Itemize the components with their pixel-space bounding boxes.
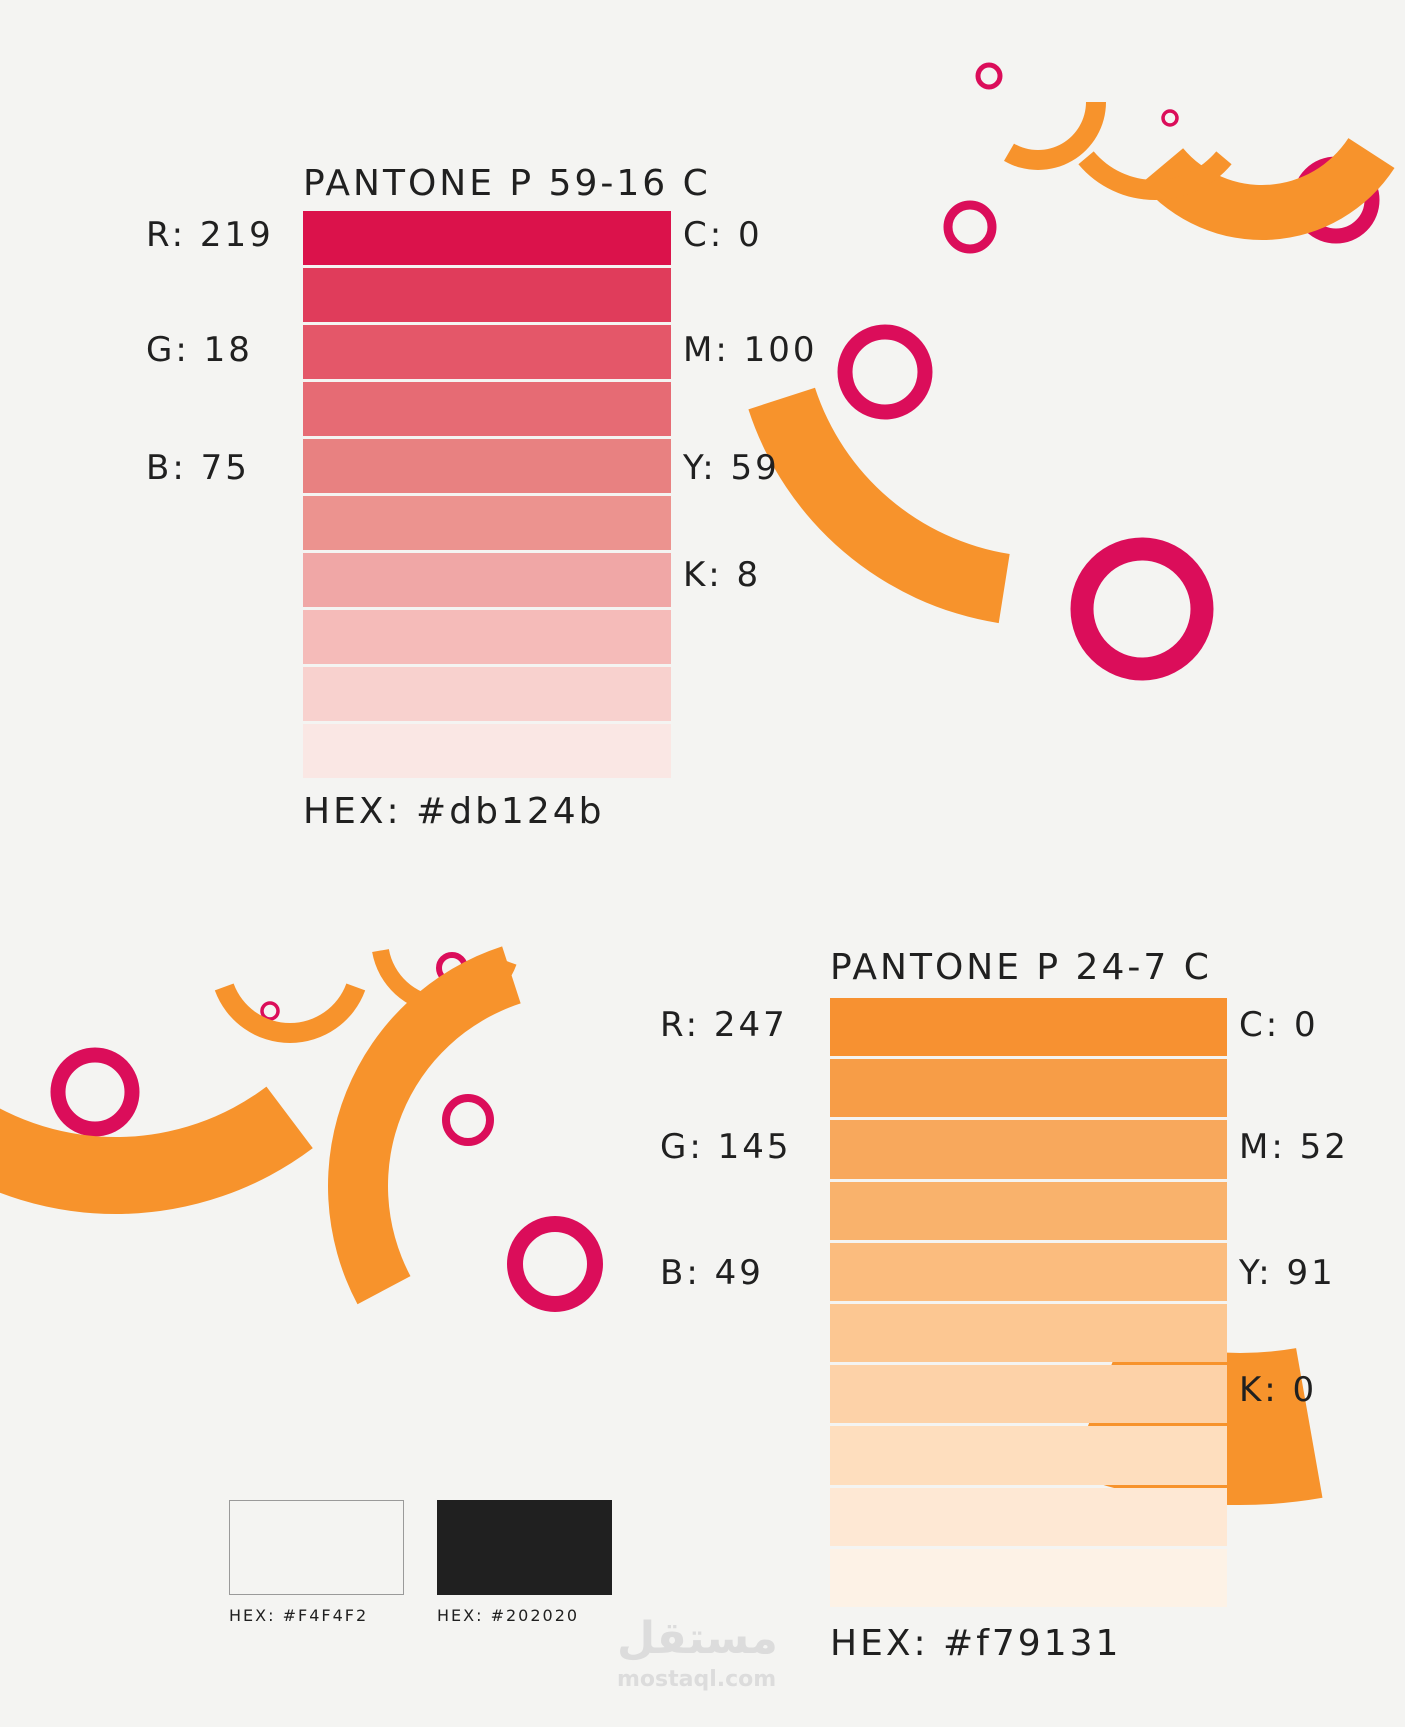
secondary-cmyk-m: M: 52 [1239,1127,1349,1167]
watermark-logo: مستقل [617,1613,778,1664]
decor-ring-9 [50,1047,140,1137]
secondary-rgb-b: B: 49 [660,1253,764,1293]
primary-shade-2 [303,268,671,322]
primary-hex-label: HEX: #db124b [303,791,605,832]
decor-ring-10 [442,1094,494,1146]
primary-shade-stack [303,211,671,778]
decor-ring-8 [260,1001,280,1021]
primary-shade-3 [303,325,671,379]
secondary-shade-9 [830,1487,1227,1546]
decor-ring-5 [837,324,933,420]
secondary-rgb-g: G: 145 [660,1127,792,1167]
primary-pantone-title: PANTONE P 59-16 C [303,163,711,204]
primary-shade-7 [303,553,671,607]
neutral-light-swatch [229,1500,404,1595]
primary-shade-4 [303,382,671,436]
neutral-dark-swatch [437,1500,612,1595]
primary-cmyk-m: M: 100 [683,330,818,370]
decor-ring-2 [1161,109,1179,127]
secondary-shade-2 [830,1059,1227,1118]
decor-arc-6 [0,1086,313,1214]
decor-arc-1 [1140,138,1395,241]
secondary-pantone-title: PANTONE P 24-7 C [830,947,1212,988]
decor-arc-3 [1078,151,1232,201]
primary-cmyk-c: C: 0 [683,215,763,255]
secondary-shade-4 [830,1181,1227,1240]
decor-ring-6 [1070,537,1214,681]
primary-rgb-g: G: 18 [146,330,253,370]
secondary-hex-label: HEX: #f79131 [830,1623,1122,1664]
decor-ring-3 [943,200,997,254]
primary-shade-8 [303,610,671,664]
secondary-shade-6 [830,1304,1227,1363]
secondary-shade-1 [830,998,1227,1057]
watermark-url: mostaql.com [617,1667,777,1692]
primary-shade-6 [303,496,671,550]
secondary-rgb-r: R: 247 [660,1005,788,1045]
primary-cmyk-y: Y: 59 [683,448,780,488]
neutral-light-hex-label: HEX: #F4F4F2 [229,1606,369,1625]
decor-arc-8 [214,983,366,1044]
primary-shade-1 [303,211,671,265]
decor-arc-4 [1004,102,1106,170]
primary-shade-9 [303,667,671,721]
secondary-shade-10 [830,1548,1227,1608]
primary-rgb-b: B: 75 [146,448,250,488]
primary-rgb-r: R: 219 [146,215,274,255]
neutral-dark-hex-label: HEX: #202020 [437,1606,580,1625]
primary-cmyk-k: K: 8 [683,555,762,595]
decor-ring-1 [975,62,1003,90]
secondary-cmyk-c: C: 0 [1239,1005,1319,1045]
decor-arc-9 [327,946,521,1305]
primary-shade-10 [303,724,671,778]
secondary-cmyk-k: K: 0 [1239,1370,1318,1410]
secondary-cmyk-y: Y: 91 [1239,1253,1336,1293]
secondary-shade-3 [830,1120,1227,1179]
decor-ring-11 [507,1216,603,1312]
decor-arc-5 [748,387,1010,624]
secondary-shade-5 [830,1242,1227,1302]
secondary-shade-stack [830,998,1227,1608]
primary-shade-5 [303,439,671,493]
secondary-shade-7 [830,1365,1227,1424]
secondary-shade-8 [830,1426,1227,1485]
